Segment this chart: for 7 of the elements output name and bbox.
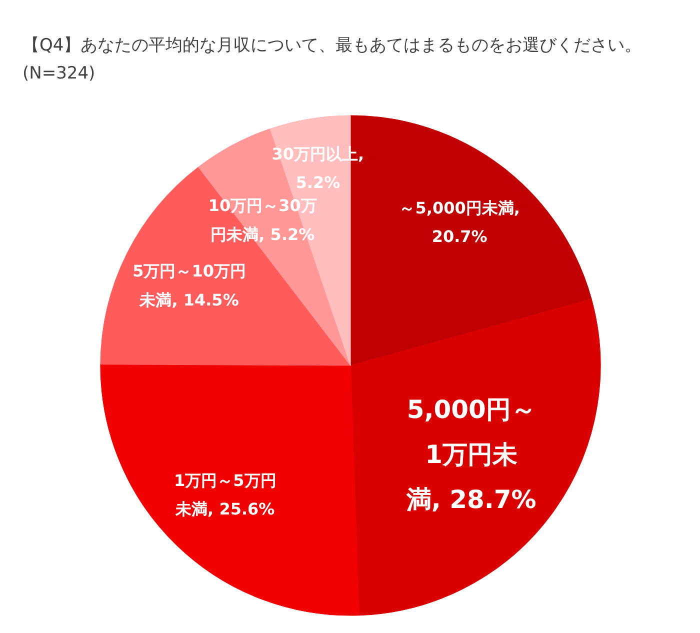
slice-label: ～5,000円未満, 20.7% (399, 198, 520, 246)
slice-label: 10万円～30万円未満, 5.2% (208, 196, 317, 244)
slice-label: 5,000円～1万円未満, 28.7% (405, 394, 536, 514)
chart-subtitle: (N=324) (22, 64, 96, 84)
chart-title: 【Q4】あなたの平均的な月収について、最もあてはまるものをお選びください。 (22, 36, 642, 56)
slice-label: 5万円～10万円未満, 14.5% (132, 262, 246, 310)
slice-label: 1万円～5万円未満, 25.6% (174, 470, 276, 519)
